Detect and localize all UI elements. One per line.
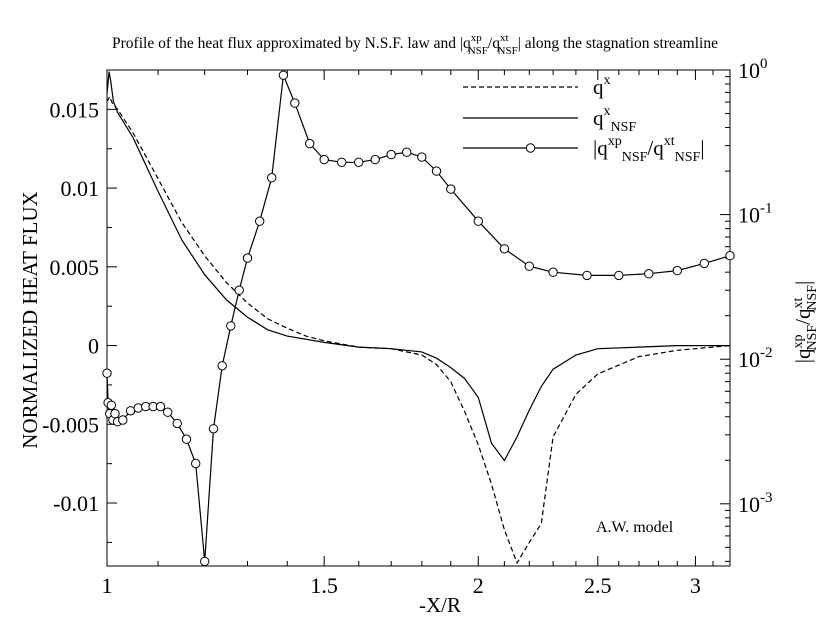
series-point <box>242 253 253 263</box>
series-point <box>267 173 277 183</box>
x-tick-label: 1.5 <box>310 573 338 598</box>
y-left-tick-label: 0 <box>88 334 99 359</box>
series-point <box>402 147 412 157</box>
series-point <box>644 269 654 279</box>
series-point <box>319 154 329 165</box>
y-left-axis-title: NORMALIZED HEAT FLUX <box>18 191 42 448</box>
series-point <box>370 154 380 165</box>
series-point <box>417 152 427 162</box>
y-left-tick-label: 0.01 <box>61 176 100 201</box>
series-point <box>473 216 483 226</box>
series-point <box>255 216 265 226</box>
y-right-tick-labels: 100 10-1 10-2 10-3 <box>738 56 773 517</box>
series-layer <box>102 70 735 567</box>
series-point <box>431 166 442 176</box>
y-right-tick-label: 10-2 <box>738 345 773 372</box>
series-point <box>102 368 112 378</box>
series-point <box>163 407 173 417</box>
model-annotation: A.W. model <box>596 519 674 536</box>
series-point <box>337 157 347 168</box>
legend-label-0: qx <box>593 73 611 99</box>
x-tick-label: 1 <box>102 573 113 598</box>
x-axis-title: -X/R <box>419 593 461 617</box>
series-point <box>217 361 227 371</box>
series-point <box>499 244 510 254</box>
x-tick-labels: 1 1.5 2 2.5 3 <box>102 573 701 598</box>
series-point <box>354 157 364 168</box>
y-left-tick-label: -0.005 <box>42 412 99 437</box>
series-point <box>614 270 624 281</box>
series-point <box>386 149 396 160</box>
series-point <box>200 556 210 567</box>
series-point <box>110 409 120 419</box>
series-point <box>290 98 300 108</box>
chart-title: Profile of the heat flux approximated by… <box>112 32 718 57</box>
x-tick-label: 3 <box>690 573 701 598</box>
legend: qx qxNSF|qxpNSF/qxtNSF| <box>463 73 705 165</box>
series-point <box>548 267 558 277</box>
y-left-tick-label: -0.01 <box>53 491 99 516</box>
series-point <box>305 138 315 149</box>
y-right-axis-title: |qxpNSF/qxtNSF| <box>791 281 820 364</box>
x-tick-label: 2.5 <box>584 573 612 598</box>
legend-label-2: |qxpNSF/qxtNSF| <box>593 134 705 165</box>
axis-ticks <box>106 69 731 566</box>
series-point <box>672 265 682 276</box>
series-line-2 <box>106 74 731 562</box>
legend-label-1: qxNSF <box>593 104 636 135</box>
series-point <box>155 401 166 412</box>
series-point <box>172 418 182 429</box>
series-point <box>582 270 592 281</box>
series-point <box>133 403 143 413</box>
series-point <box>106 400 117 410</box>
y-right-tick-label: 10-1 <box>738 201 773 228</box>
series-point <box>226 321 236 331</box>
series-point <box>118 415 128 425</box>
y-right-tick-label: 10-3 <box>738 490 773 517</box>
series-point <box>181 434 192 444</box>
series-point <box>524 261 534 271</box>
series-point <box>278 70 289 80</box>
series-line-0 <box>106 95 731 565</box>
plot-frame <box>106 69 731 567</box>
series-point <box>234 285 244 295</box>
legend-marker <box>525 143 536 153</box>
series-line-1 <box>106 71 730 462</box>
x-tick-label: 2 <box>473 573 484 598</box>
plot-border <box>106 69 731 567</box>
series-point <box>725 251 735 261</box>
y-left-tick-labels: 0.015 0.01 0.005 0 -0.005 -0.01 <box>42 97 99 516</box>
series-point <box>699 258 709 269</box>
y-left-tick-label: 0.015 <box>50 97 100 122</box>
y-left-tick-label: 0.005 <box>50 255 100 280</box>
series-point <box>191 458 201 469</box>
series-point <box>208 424 219 434</box>
series-point <box>446 184 456 194</box>
y-right-tick-label: 100 <box>738 56 768 83</box>
